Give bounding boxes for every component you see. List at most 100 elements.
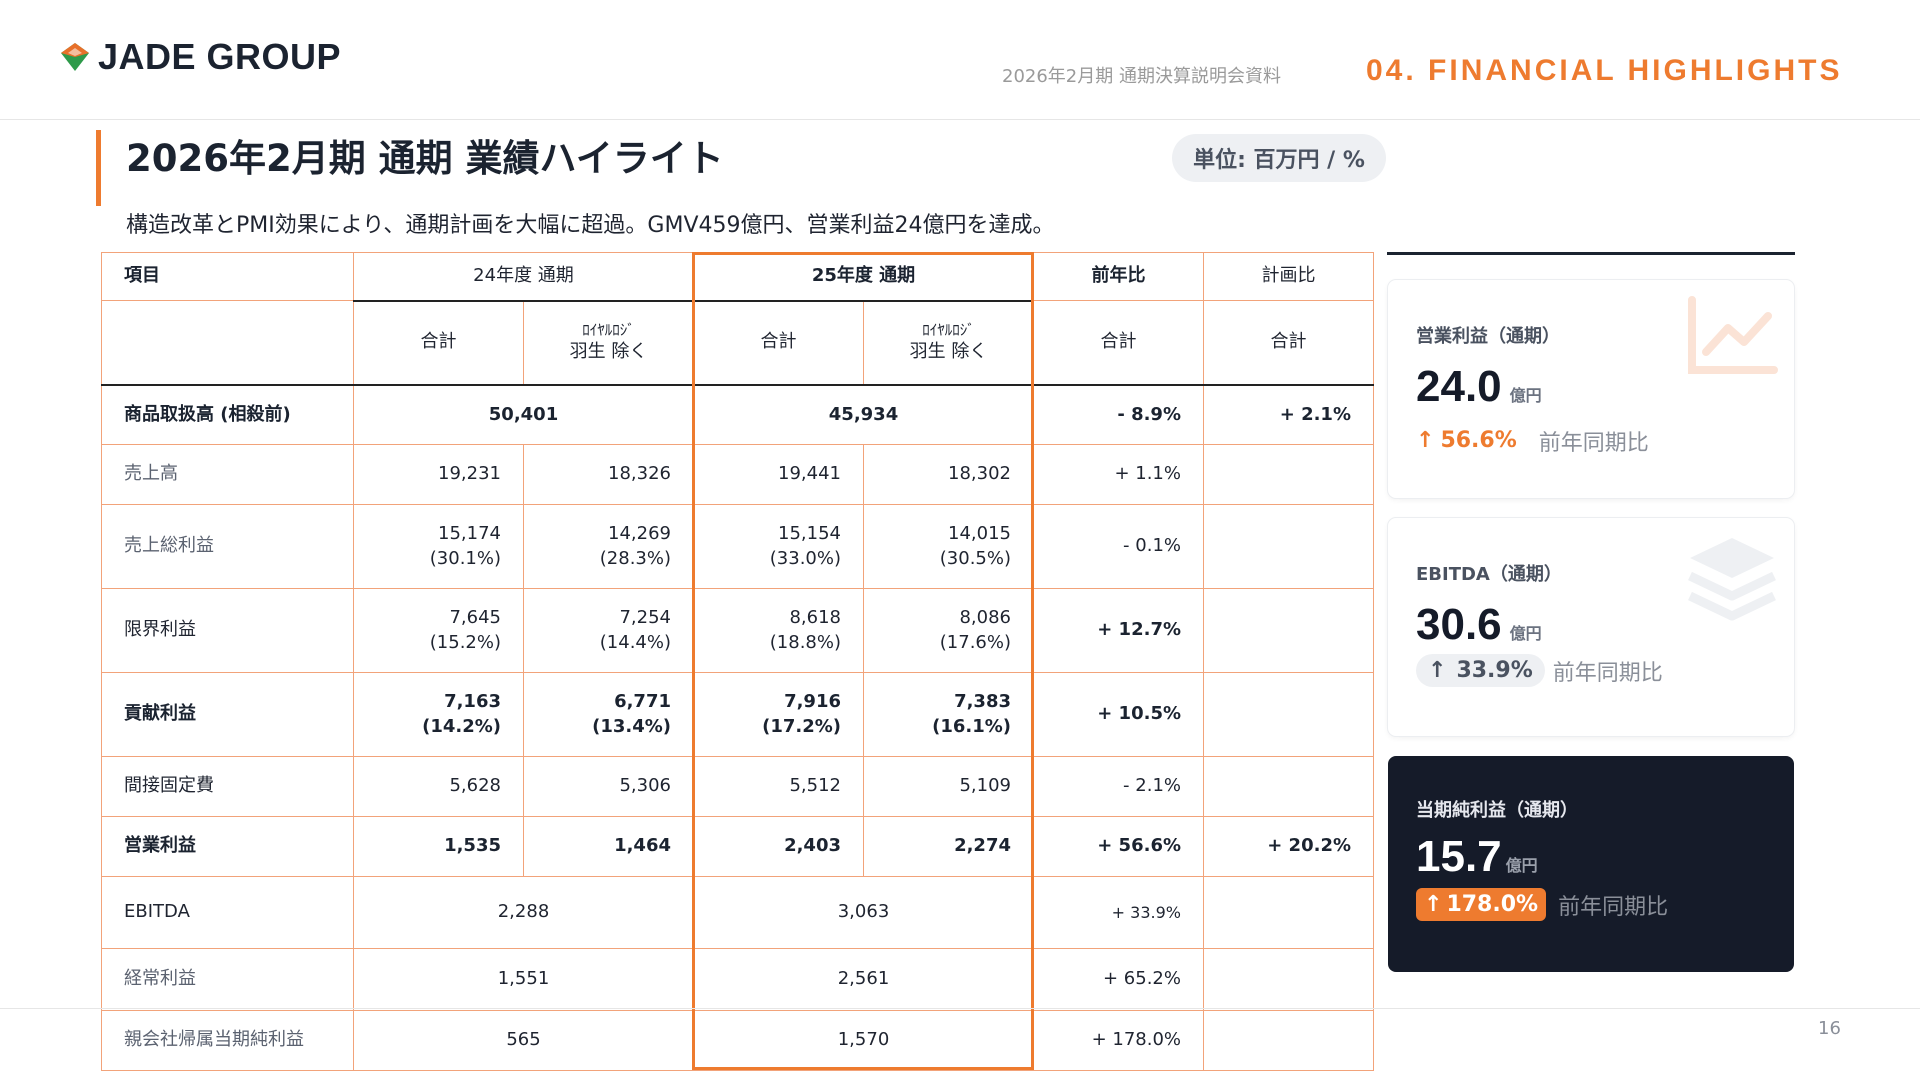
cell-yoy: + 178.0% <box>1033 1010 1204 1071</box>
excl-label-bottom: 羽生 除く <box>909 341 988 363</box>
cell-yoy: + 1.1% <box>1033 444 1204 505</box>
cell-fy25-total: 8,618 (18.8%) <box>693 588 864 673</box>
cell-fy25-excl: 8,086 (17.6%) <box>863 588 1034 673</box>
cell-fy25: 2,561 <box>693 948 1034 1011</box>
cell-plan <box>1203 588 1374 673</box>
row-label: 売上総利益 <box>101 504 354 589</box>
cell-plan <box>1203 948 1374 1011</box>
cell-value: 14,269 <box>608 523 671 545</box>
title-accent-bar <box>96 130 101 206</box>
table-row: 間接固定費 5,628 5,306 5,512 5,109 - 2.1% <box>101 756 1374 817</box>
header-fy24: 24年度 通期 <box>353 252 694 302</box>
cell-value: 8,618 <box>789 607 841 629</box>
subheader-yoy-total: 合計 <box>1033 300 1204 386</box>
section-title: 04. FINANCIAL HIGHLIGHTS <box>1366 54 1843 87</box>
card-change: ↑ 56.6% 前年同期比 <box>1416 424 1649 457</box>
cell-fy25-excl: 5,109 <box>863 756 1034 817</box>
table-row: 商品取扱高 (相殺前) 50,401 45,934 - 8.9% + 2.1% <box>101 384 1374 445</box>
cell-fy25-excl: 2,274 <box>863 816 1034 877</box>
page-number: 16 <box>1818 1018 1841 1039</box>
net-profit-card: 当期純利益（通期） 15.7 億円 ↑ 178.0% 前年同期比 <box>1388 756 1794 972</box>
cell-pct: (13.4%) <box>592 715 671 737</box>
cell-value: 7,916 <box>784 691 841 713</box>
cell-plan: + 2.1% <box>1203 384 1374 445</box>
change-badge: ↑ 178.0% <box>1416 888 1547 921</box>
cell-pct: (28.3%) <box>599 547 671 569</box>
cell-yoy: + 56.6% <box>1033 816 1204 877</box>
top-header: JADE GROUP 2026年2月期 通期決算説明会資料 04. FINANC… <box>0 0 1920 120</box>
cell-yoy: + 65.2% <box>1033 948 1204 1011</box>
change-caption: 前年同期比 <box>1538 430 1649 456</box>
cell-yoy: + 10.5% <box>1033 672 1204 757</box>
cell-fy24-total: 7,645 (15.2%) <box>353 588 524 673</box>
header-item: 項目 <box>101 252 354 301</box>
row-label: EBITDA <box>101 876 354 949</box>
excl-label-top: ﾛｲﾔﾙﾛｼﾞ <box>582 321 635 340</box>
row-label: 親会社帰属当期純利益 <box>101 1010 354 1071</box>
cell-value: 6,771 <box>614 691 671 713</box>
cell-yoy: + 33.9% <box>1033 876 1204 949</box>
cell-pct: (17.6%) <box>939 631 1011 653</box>
cell-plan <box>1203 876 1374 949</box>
card-value-line: 15.7 億円 <box>1416 832 1538 882</box>
cell-plan: + 20.2% <box>1203 816 1374 877</box>
footer-divider <box>0 1008 1920 1009</box>
card-unit: 億円 <box>1509 386 1542 405</box>
ebitda-card: EBITDA（通期） 30.6 億円 ↑ 33.9% 前年同期比 <box>1388 518 1794 736</box>
cell-fy24: 2,288 <box>353 876 694 949</box>
change-badge: ↑ 33.9% <box>1416 654 1545 687</box>
cell-value: 15,154 <box>778 523 841 545</box>
cell-value: 15,174 <box>438 523 501 545</box>
cell-fy24-excl: 1,464 <box>523 816 694 877</box>
page-subtitle: 構造改革とPMI効果により、通期計画を大幅に超過。GMV459億円、営業利益24… <box>126 213 1055 238</box>
table-row: 営業利益 1,535 1,464 2,403 2,274 + 56.6% + 2… <box>101 816 1374 877</box>
cell-pct: (14.2%) <box>422 715 501 737</box>
row-label: 商品取扱高 (相殺前) <box>101 384 354 445</box>
cell-fy25-excl: 18,302 <box>863 444 1034 505</box>
logo: JADE GROUP <box>58 36 341 78</box>
excl-label-top: ﾛｲﾔﾙﾛｼﾞ <box>922 321 975 340</box>
arrow-up-icon: ↑ <box>1428 658 1447 683</box>
table-row: EBITDA 2,288 3,063 + 33.9% <box>101 876 1374 949</box>
header-yoy: 前年比 <box>1033 252 1204 301</box>
excl-label-bottom: 羽生 除く <box>569 341 648 363</box>
document-title: 2026年2月期 通期決算説明会資料 <box>1002 66 1281 87</box>
cell-fy24-excl: 14,269 (28.3%) <box>523 504 694 589</box>
cell-fy24-excl: 7,254 (14.4%) <box>523 588 694 673</box>
cell-value: 7,645 <box>449 607 501 629</box>
card-change: ↑ 33.9% 前年同期比 <box>1416 654 1663 687</box>
change-caption: 前年同期比 <box>1558 894 1669 920</box>
cell-fy25-total: 5,512 <box>693 756 864 817</box>
subheader-empty <box>101 300 354 386</box>
cell-value: 14,015 <box>948 523 1011 545</box>
cell-fy24-total: 1,535 <box>353 816 524 877</box>
cell-fy25: 3,063 <box>693 876 1034 949</box>
table-row: 売上高 19,231 18,326 19,441 18,302 + 1.1% <box>101 444 1374 505</box>
cell-fy25-total: 2,403 <box>693 816 864 877</box>
cell-fy24-total: 7,163 (14.2%) <box>353 672 524 757</box>
financial-table: 項目 24年度 通期 25年度 通期 前年比 計画比 合計 ﾛｲﾔﾙﾛｼﾞ 羽生 … <box>101 252 1374 1071</box>
arrow-up-icon: ↑ <box>1416 428 1435 453</box>
subheader-fy24-total: 合計 <box>353 300 524 386</box>
row-label: 経常利益 <box>101 948 354 1011</box>
logo-text: JADE GROUP <box>98 36 342 77</box>
change-value: 178.0% <box>1446 892 1539 917</box>
subheader-fy25-total: 合計 <box>693 300 864 386</box>
row-label: 限界利益 <box>101 588 354 673</box>
row-label: 営業利益 <box>101 816 354 877</box>
header-plan: 計画比 <box>1203 252 1374 301</box>
table-header-row: 項目 24年度 通期 25年度 通期 前年比 計画比 <box>101 252 1374 302</box>
table-row: 貢献利益 7,163 (14.2%) 6,771 (13.4%) 7,916 (17.… <box>101 672 1374 757</box>
cell-value: 7,383 <box>954 691 1011 713</box>
cell-pct: (33.0%) <box>769 547 841 569</box>
card-change: ↑ 178.0% 前年同期比 <box>1416 888 1668 921</box>
subheader-fy24-excl: ﾛｲﾔﾙﾛｼﾞ 羽生 除く <box>523 300 694 386</box>
cell-pct: (18.8%) <box>769 631 841 653</box>
change-value: 56.6% <box>1440 428 1517 453</box>
cell-yoy: - 8.9% <box>1033 384 1204 445</box>
cell-fy24: 565 <box>353 1010 694 1071</box>
cell-plan <box>1203 504 1374 589</box>
layers-icon <box>1688 538 1776 621</box>
cell-fy24-total: 19,231 <box>353 444 524 505</box>
cell-fy24-excl: 6,771 (13.4%) <box>523 672 694 757</box>
